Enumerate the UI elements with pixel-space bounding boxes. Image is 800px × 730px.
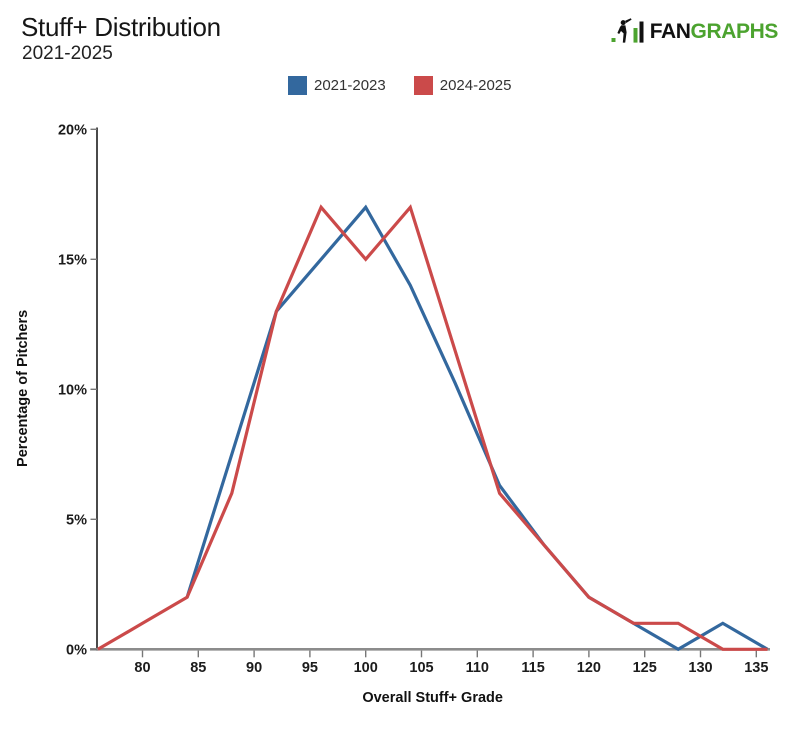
- x-tick-label: 80: [134, 660, 150, 676]
- logo-fan-text: FAN: [649, 19, 691, 43]
- legend-label: 2021-2023: [314, 77, 386, 94]
- page-subtitle: 2021-2025: [22, 43, 113, 64]
- y-tick-label: 0%: [66, 642, 87, 658]
- x-tick-label: 125: [633, 660, 657, 676]
- x-tick-label: 115: [521, 660, 544, 676]
- x-tick-label: 105: [409, 660, 433, 676]
- legend-item-2024-2025: 2024-2025: [413, 76, 512, 95]
- logo-graphs-text: GRAPHS: [690, 19, 779, 43]
- series-line-2021-2023: [185, 204, 769, 652]
- x-tick-label: 120: [577, 660, 601, 676]
- x-tick-label: 100: [354, 660, 378, 676]
- x-tick-label: 110: [466, 660, 489, 676]
- x-tick-label: 85: [190, 660, 206, 676]
- y-tick-label: 20%: [58, 122, 87, 138]
- x-tick-label: 130: [688, 660, 712, 676]
- legend-label: 2024-2025: [439, 77, 512, 94]
- series-line-2024-2025: [97, 204, 768, 651]
- y-axis-title: Percentage of Pitchers: [15, 310, 31, 467]
- x-tick-label: 95: [302, 660, 318, 676]
- x-tick-label: 135: [744, 660, 768, 676]
- y-tick-label: 15%: [58, 252, 87, 268]
- y-tick-label: 10%: [58, 382, 87, 398]
- x-axis-title: Overall Stuff+ Grade: [362, 690, 503, 706]
- legend-item-2021-2023: 2021-2023: [288, 76, 386, 95]
- legend-swatch-red: [413, 76, 433, 95]
- y-tick-label: 5%: [66, 512, 87, 528]
- legend-swatch-blue: [288, 76, 307, 95]
- x-tick-label: 90: [246, 660, 262, 676]
- page-title: Stuff+ Distribution: [21, 12, 221, 42]
- fangraphs-wordmark: FANGRAPHS: [649, 19, 779, 44]
- chart-legend: 2021-2023 2024-2025: [288, 76, 511, 95]
- fangraphs-batter-icon: [611, 18, 644, 43]
- fangraphs-logo: FANGRAPHS: [611, 18, 778, 45]
